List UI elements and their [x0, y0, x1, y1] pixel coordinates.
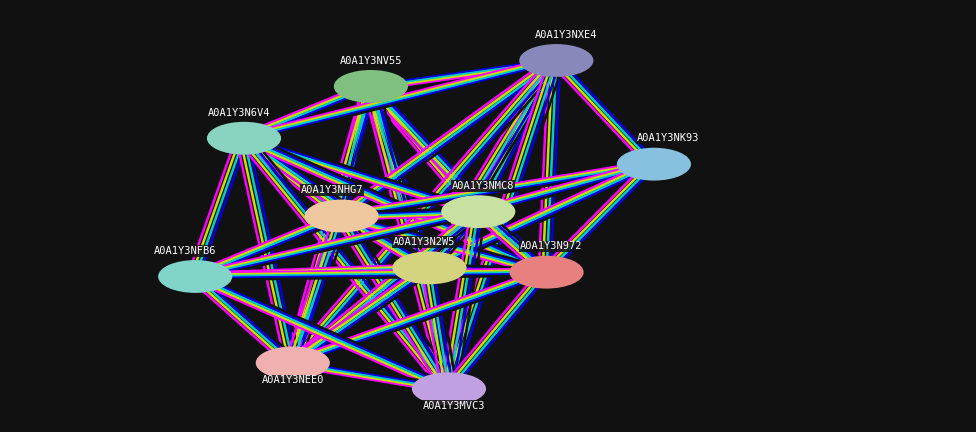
Circle shape	[392, 251, 467, 284]
Circle shape	[441, 195, 515, 228]
Circle shape	[617, 148, 691, 181]
Text: A0A1Y3NK93: A0A1Y3NK93	[637, 133, 700, 143]
Text: A0A1Y3N6V4: A0A1Y3N6V4	[208, 108, 270, 118]
Text: A0A1Y3NEE0: A0A1Y3NEE0	[262, 375, 324, 385]
Circle shape	[207, 122, 281, 155]
Circle shape	[412, 372, 486, 405]
Text: A0A1Y3MVC3: A0A1Y3MVC3	[423, 401, 485, 411]
Circle shape	[256, 346, 330, 379]
Text: A0A1Y3NFB6: A0A1Y3NFB6	[154, 246, 217, 256]
Text: A0A1Y3NXE4: A0A1Y3NXE4	[535, 30, 597, 40]
Circle shape	[305, 200, 379, 232]
Text: A0A1Y3NMC8: A0A1Y3NMC8	[452, 181, 514, 191]
Circle shape	[509, 256, 584, 289]
Text: A0A1Y3NHG7: A0A1Y3NHG7	[301, 185, 363, 195]
Text: A0A1Y3N2W5: A0A1Y3N2W5	[393, 237, 456, 247]
Circle shape	[334, 70, 408, 103]
Circle shape	[519, 44, 593, 77]
Circle shape	[158, 260, 232, 293]
Text: A0A1Y3NV55: A0A1Y3NV55	[340, 56, 402, 66]
Text: A0A1Y3N972: A0A1Y3N972	[520, 241, 583, 251]
